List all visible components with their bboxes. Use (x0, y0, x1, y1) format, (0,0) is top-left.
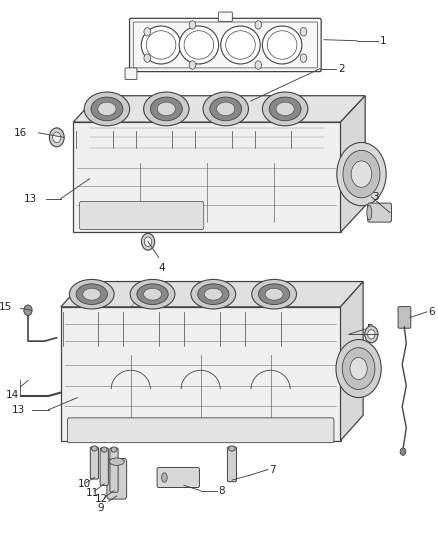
Ellipse shape (150, 97, 182, 120)
Circle shape (351, 161, 372, 187)
Ellipse shape (179, 26, 219, 64)
FancyBboxPatch shape (125, 68, 137, 79)
Ellipse shape (265, 288, 283, 300)
FancyBboxPatch shape (398, 306, 411, 328)
Ellipse shape (69, 279, 114, 309)
Text: 12: 12 (95, 494, 109, 504)
Text: 8: 8 (218, 486, 225, 496)
FancyBboxPatch shape (67, 418, 334, 443)
Ellipse shape (110, 458, 124, 465)
Circle shape (337, 142, 386, 206)
Circle shape (336, 340, 381, 398)
Circle shape (343, 150, 380, 198)
Polygon shape (340, 96, 365, 232)
Ellipse shape (252, 279, 297, 309)
Circle shape (400, 448, 406, 455)
Ellipse shape (144, 288, 162, 300)
Ellipse shape (262, 92, 308, 126)
Text: 9: 9 (97, 503, 104, 513)
Ellipse shape (157, 102, 175, 116)
Ellipse shape (205, 288, 222, 300)
Text: 11: 11 (86, 488, 99, 498)
Text: 7: 7 (269, 465, 276, 474)
Text: 1: 1 (380, 36, 386, 46)
Ellipse shape (98, 102, 116, 116)
Text: 3: 3 (373, 192, 379, 202)
Ellipse shape (226, 31, 255, 59)
Circle shape (367, 329, 375, 339)
Circle shape (189, 21, 196, 29)
Text: 15: 15 (0, 302, 12, 312)
Ellipse shape (130, 279, 175, 309)
Ellipse shape (91, 97, 123, 120)
Circle shape (49, 128, 64, 147)
Ellipse shape (146, 31, 176, 59)
Circle shape (144, 28, 151, 36)
FancyBboxPatch shape (107, 458, 127, 499)
Circle shape (255, 61, 261, 69)
Ellipse shape (217, 102, 235, 116)
Text: 13: 13 (24, 193, 37, 204)
Ellipse shape (184, 31, 214, 59)
Polygon shape (61, 281, 363, 307)
Text: 5: 5 (367, 324, 373, 334)
FancyBboxPatch shape (130, 18, 321, 71)
Circle shape (300, 28, 307, 36)
Circle shape (189, 61, 196, 69)
Ellipse shape (258, 284, 290, 304)
Ellipse shape (92, 446, 97, 451)
Ellipse shape (191, 279, 236, 309)
Ellipse shape (111, 447, 117, 452)
Ellipse shape (198, 284, 229, 304)
Ellipse shape (221, 26, 260, 64)
Ellipse shape (144, 92, 189, 126)
Circle shape (350, 358, 367, 379)
Circle shape (365, 326, 378, 343)
Ellipse shape (137, 284, 168, 304)
Text: 4: 4 (158, 263, 165, 273)
Ellipse shape (269, 97, 301, 120)
Text: 10: 10 (78, 479, 91, 489)
Text: 2: 2 (339, 64, 345, 74)
FancyBboxPatch shape (110, 448, 118, 492)
Ellipse shape (162, 473, 167, 482)
Text: 16: 16 (14, 128, 27, 138)
Ellipse shape (84, 92, 130, 126)
FancyBboxPatch shape (227, 447, 237, 482)
Ellipse shape (83, 288, 101, 300)
Circle shape (145, 237, 152, 246)
Text: 13: 13 (11, 405, 25, 415)
Ellipse shape (276, 102, 294, 116)
Circle shape (255, 21, 261, 29)
Ellipse shape (101, 447, 107, 452)
Circle shape (53, 132, 61, 143)
FancyBboxPatch shape (90, 447, 99, 479)
Text: 6: 6 (428, 307, 435, 317)
Polygon shape (73, 122, 340, 232)
Polygon shape (73, 96, 365, 122)
FancyBboxPatch shape (157, 467, 199, 488)
Ellipse shape (210, 97, 242, 120)
Circle shape (141, 233, 155, 250)
Ellipse shape (229, 446, 235, 451)
Text: 14: 14 (5, 390, 18, 400)
FancyBboxPatch shape (79, 201, 204, 230)
Circle shape (343, 348, 375, 390)
Ellipse shape (203, 92, 248, 126)
Circle shape (144, 54, 151, 62)
Ellipse shape (267, 31, 297, 59)
Polygon shape (340, 281, 363, 441)
Polygon shape (61, 307, 340, 441)
Ellipse shape (367, 205, 372, 220)
Ellipse shape (141, 26, 181, 64)
FancyBboxPatch shape (219, 12, 232, 21)
Circle shape (300, 54, 307, 62)
FancyBboxPatch shape (367, 203, 392, 222)
Circle shape (24, 305, 32, 316)
FancyBboxPatch shape (100, 448, 108, 486)
Ellipse shape (76, 284, 107, 304)
Ellipse shape (262, 26, 302, 64)
